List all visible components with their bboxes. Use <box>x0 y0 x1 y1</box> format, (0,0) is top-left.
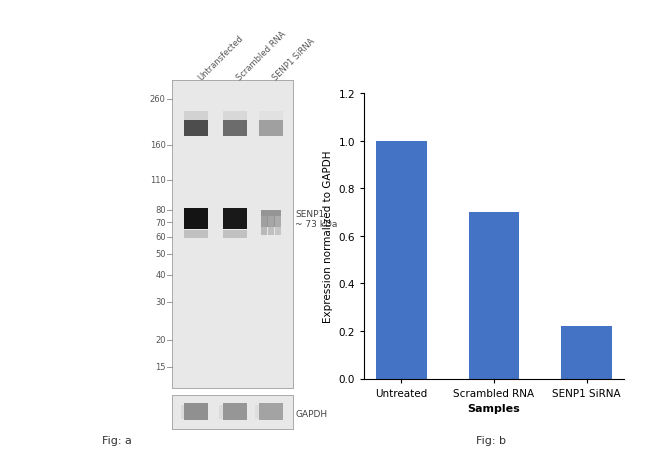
Bar <box>223 121 247 136</box>
Bar <box>261 211 281 228</box>
Bar <box>469 213 519 379</box>
X-axis label: Samples: Samples <box>467 403 521 413</box>
Text: 60: 60 <box>155 233 166 241</box>
Bar <box>181 405 185 419</box>
Text: Scrambled RNA: Scrambled RNA <box>235 30 287 83</box>
Bar <box>223 209 247 230</box>
Text: Untransfected: Untransfected <box>196 34 245 83</box>
Text: 40: 40 <box>155 271 166 280</box>
Text: Fig: a: Fig: a <box>102 435 132 445</box>
Bar <box>255 405 259 419</box>
Bar <box>275 217 281 235</box>
Text: 260: 260 <box>150 95 166 104</box>
Text: 80: 80 <box>155 206 166 215</box>
Text: SENP1 SiRNA: SENP1 SiRNA <box>271 37 317 83</box>
Bar <box>268 217 274 235</box>
Text: SENP1
~ 73 kDa: SENP1 ~ 73 kDa <box>295 209 337 229</box>
Bar <box>219 405 223 419</box>
Text: GAPDH: GAPDH <box>296 409 328 418</box>
Text: 20: 20 <box>155 336 166 345</box>
Y-axis label: Expression normalized to GAPDH: Expression normalized to GAPDH <box>323 150 333 322</box>
Bar <box>185 209 208 230</box>
Bar <box>259 403 283 420</box>
Bar <box>223 403 247 420</box>
Bar <box>185 112 208 121</box>
Bar <box>561 326 612 379</box>
Bar <box>376 141 427 379</box>
Bar <box>185 121 208 136</box>
Bar <box>223 231 247 239</box>
Bar <box>259 121 283 136</box>
Text: 110: 110 <box>150 176 166 185</box>
Text: Fig: b: Fig: b <box>476 435 506 445</box>
Text: 50: 50 <box>155 250 166 259</box>
Bar <box>223 112 247 121</box>
Text: 30: 30 <box>155 297 166 307</box>
Bar <box>259 112 283 121</box>
Text: 70: 70 <box>155 218 166 227</box>
Bar <box>261 217 266 235</box>
Bar <box>185 231 208 239</box>
Text: 15: 15 <box>155 363 166 371</box>
Text: 160: 160 <box>150 141 166 150</box>
Bar <box>185 403 208 420</box>
